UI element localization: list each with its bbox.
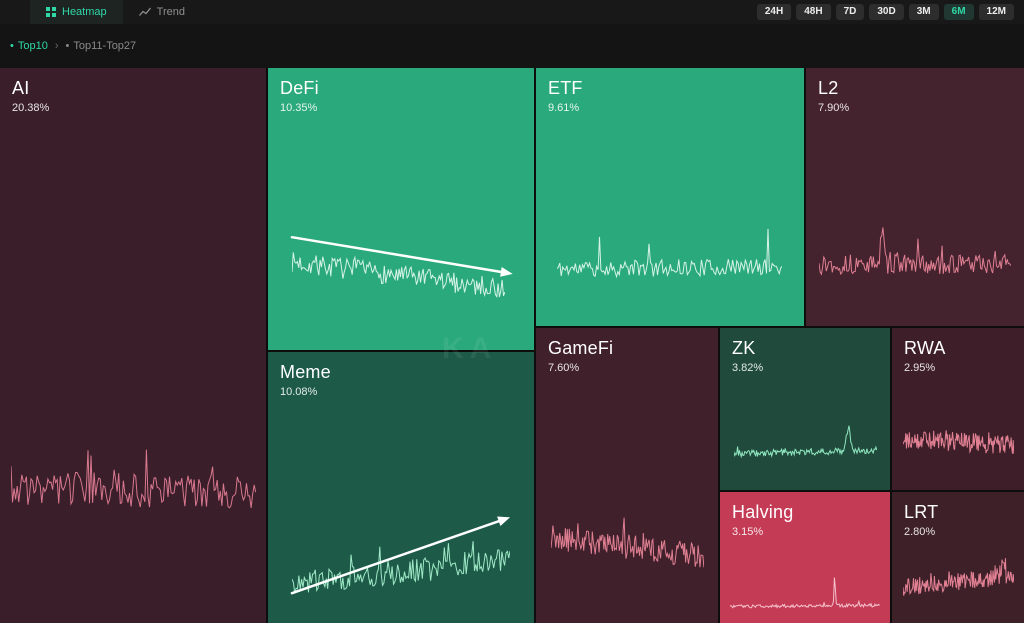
time-range-48h[interactable]: 48H xyxy=(796,4,831,20)
tile-value: 20.38% xyxy=(12,102,50,114)
time-range-6m[interactable]: 6M xyxy=(943,4,974,20)
bullet-icon: • xyxy=(65,40,70,52)
tile-halving[interactable]: Halving 3.15% xyxy=(720,492,890,623)
sparkline xyxy=(291,541,510,594)
breadcrumb-separator: › xyxy=(54,40,59,52)
sparkline xyxy=(902,557,1014,596)
bullet-icon: • xyxy=(10,40,14,52)
view-tabs: Heatmap Trend xyxy=(30,0,201,24)
sparkline xyxy=(550,517,704,568)
tile-name: AI xyxy=(12,78,30,98)
time-range-30d[interactable]: 30D xyxy=(869,4,904,20)
time-range-7d[interactable]: 7D xyxy=(835,4,865,20)
sparkline xyxy=(819,227,1012,276)
tile-value: 9.61% xyxy=(548,102,580,114)
tile-value: 10.08% xyxy=(280,386,318,398)
tile-name: L2 xyxy=(818,78,839,98)
breadcrumb: • Top10 › • Top11-Top27 xyxy=(0,24,136,68)
tile-etf[interactable]: ETF 9.61% xyxy=(536,68,804,326)
tile-gamefi[interactable]: GameFi 7.60% xyxy=(536,328,718,623)
time-range-12m[interactable]: 12M xyxy=(978,4,1014,20)
tile-zk[interactable]: ZK 3.82% xyxy=(720,328,890,490)
tile-name: ETF xyxy=(548,78,583,98)
breadcrumb-label: Top11-Top27 xyxy=(73,40,137,52)
sparkline xyxy=(557,229,783,279)
tile-name: DeFi xyxy=(280,78,319,98)
tile-l2[interactable]: L2 7.90% xyxy=(806,68,1024,326)
tile-value: 2.95% xyxy=(904,362,936,374)
tile-value: 3.82% xyxy=(732,362,764,374)
time-range-group: 24H 48H 7D 30D 3M 6M 12M xyxy=(756,4,1014,20)
tile-name: ZK xyxy=(732,338,756,358)
tile-name: Meme xyxy=(280,362,331,382)
trend-arrow xyxy=(290,235,513,277)
tab-label: Heatmap xyxy=(62,6,107,18)
topbar: Heatmap Trend 24H 48H 7D 30D 3M 6M 12M xyxy=(0,0,1024,24)
tile-name: LRT xyxy=(904,502,939,522)
trend-icon xyxy=(138,7,151,17)
tile-ai[interactable]: AI 20.38% xyxy=(0,68,266,623)
tile-value: 7.90% xyxy=(818,102,850,114)
tab-label: Trend xyxy=(156,6,185,18)
tile-value: 3.15% xyxy=(732,526,764,538)
sparkline xyxy=(902,429,1014,454)
time-range-24h[interactable]: 24H xyxy=(756,4,792,20)
breadcrumb-item-top10[interactable]: • Top10 xyxy=(10,40,48,52)
treemap: KA AI20.38%DeFi10.35%ETF9.61%L27.90%Meme… xyxy=(0,68,1024,623)
time-range-3m[interactable]: 3M xyxy=(908,4,939,20)
tile-lrt[interactable]: LRT 2.80% xyxy=(892,492,1024,623)
sparkline xyxy=(10,449,256,509)
sparkline xyxy=(291,251,505,298)
heatmap-icon xyxy=(46,7,56,17)
sparkline xyxy=(730,577,881,609)
tab-trend[interactable]: Trend xyxy=(123,0,201,24)
tile-name: RWA xyxy=(904,338,946,358)
tile-rwa[interactable]: RWA 2.95% xyxy=(892,328,1024,490)
sparkline xyxy=(733,425,877,459)
tile-defi[interactable]: DeFi 10.35% xyxy=(268,68,534,350)
breadcrumb-label: Top10 xyxy=(17,40,48,52)
tile-name: GameFi xyxy=(548,338,614,358)
breadcrumb-item-top11-top27[interactable]: • Top11-Top27 xyxy=(66,40,137,52)
trend-arrow xyxy=(290,516,511,595)
tile-value: 2.80% xyxy=(904,526,936,538)
tab-heatmap[interactable]: Heatmap xyxy=(30,0,123,24)
tile-value: 10.35% xyxy=(280,102,318,114)
tile-value: 7.60% xyxy=(548,362,580,374)
tile-name: Halving xyxy=(732,502,794,522)
tile-meme[interactable]: Meme 10.08% xyxy=(268,352,534,623)
